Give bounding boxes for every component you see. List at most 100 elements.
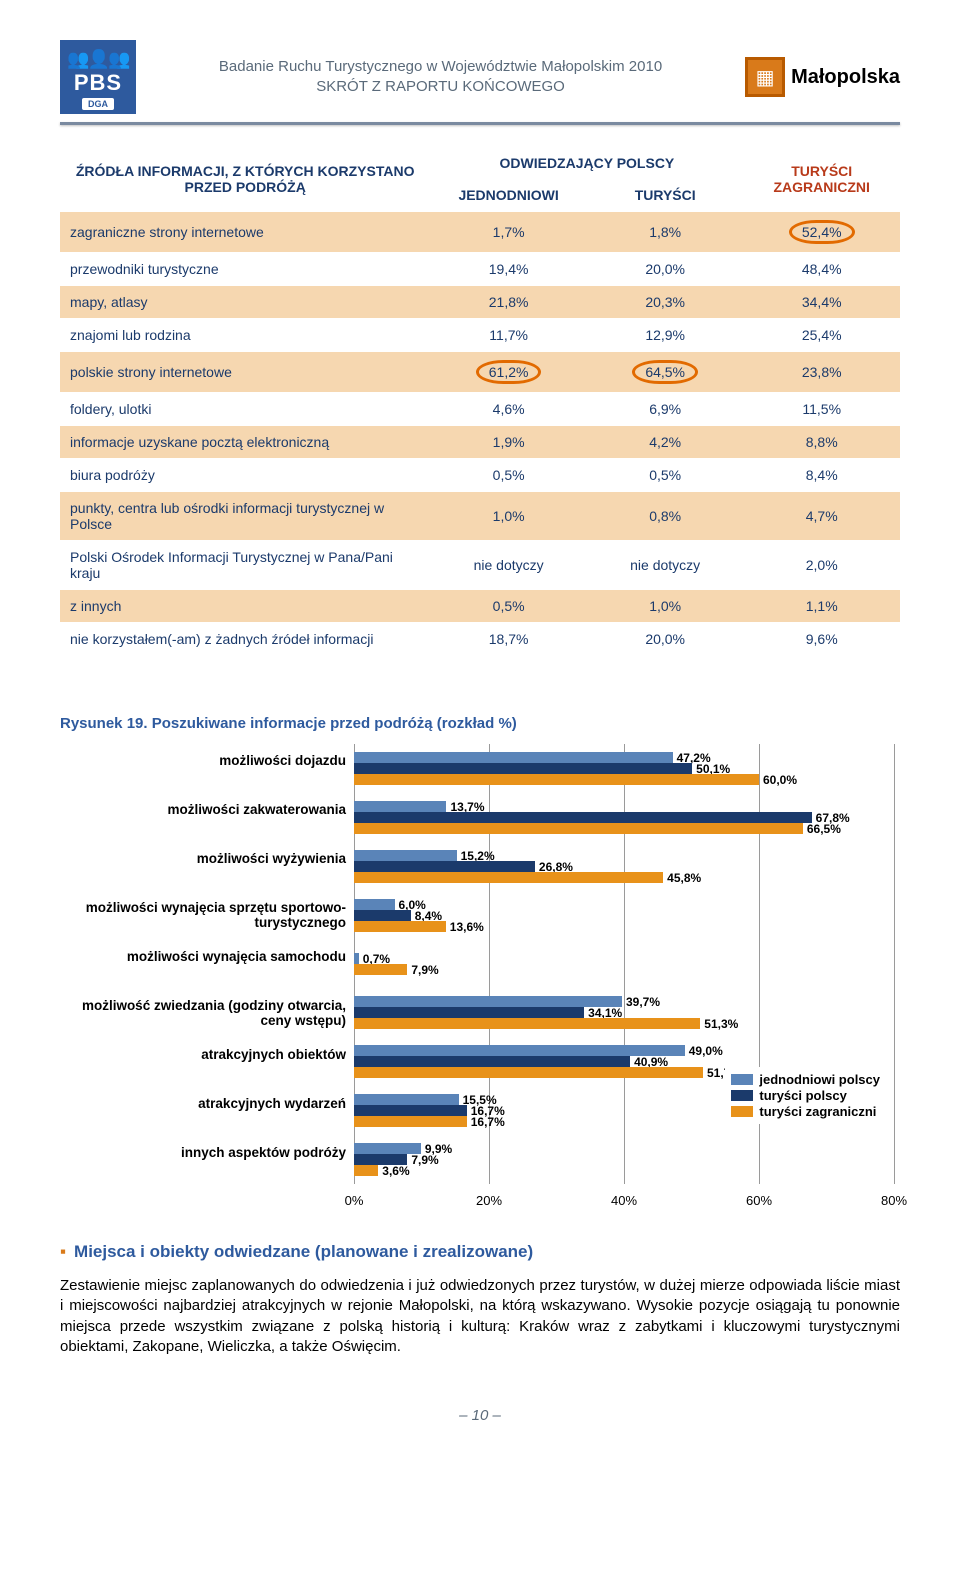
row-label: zagraniczne strony internetowe xyxy=(60,212,430,253)
table-row: przewodniki turystyczne19,4%20,0%48,4% xyxy=(60,253,900,286)
row-value: 8,4% xyxy=(743,459,900,492)
row-label: przewodniki turystyczne xyxy=(60,253,430,286)
category-label: możliwości zakwaterowania xyxy=(64,803,346,818)
bar-value-label: 7,9% xyxy=(411,1153,438,1167)
bar xyxy=(354,801,446,812)
legend-label: turyści polscy xyxy=(759,1088,846,1103)
bar xyxy=(354,1067,703,1078)
bar xyxy=(354,1116,467,1127)
table-row: biura podróży0,5%0,5%8,4% xyxy=(60,459,900,492)
row-value: 1,1% xyxy=(743,590,900,623)
bar-value-label: 66,5% xyxy=(807,822,841,836)
header-title: Badanie Ruchu Turystycznego w Województw… xyxy=(150,57,731,98)
row-value: 20,0% xyxy=(587,253,744,286)
dga-badge: DGA xyxy=(82,98,114,110)
bar-value-label: 3,6% xyxy=(382,1164,409,1178)
bar xyxy=(354,1105,467,1116)
bar xyxy=(354,752,673,763)
table-row: Polski Ośrodek Informacji Turystycznej w… xyxy=(60,541,900,590)
th-polish-visitors: ODWIEDZAJĄCY POLSCY xyxy=(430,147,743,179)
section-heading: ▪Miejsca i obiekty odwiedzane (planowane… xyxy=(60,1242,900,1262)
row-value: nie dotyczy xyxy=(587,541,744,590)
x-tick-label: 60% xyxy=(746,1193,772,1208)
row-value: 21,8% xyxy=(430,286,587,319)
table-row: informacje uzyskane pocztą elektroniczną… xyxy=(60,426,900,459)
category-label: atrakcyjnych wydarzeń xyxy=(64,1097,346,1112)
row-label: mapy, atlasy xyxy=(60,286,430,319)
gridline xyxy=(894,744,895,1184)
row-value: 12,9% xyxy=(587,319,744,352)
row-value: 0,5% xyxy=(430,590,587,623)
row-value: nie dotyczy xyxy=(430,541,587,590)
table-row: zagraniczne strony internetowe1,7%1,8%52… xyxy=(60,212,900,253)
bar xyxy=(354,850,457,861)
bar xyxy=(354,953,359,964)
header-line-2: SKRÓT Z RAPORTU KOŃCOWEGO xyxy=(150,77,731,97)
row-value: 0,5% xyxy=(587,459,744,492)
row-value: 20,3% xyxy=(587,286,744,319)
row-value: 18,7% xyxy=(430,623,587,656)
row-label: z innych xyxy=(60,590,430,623)
legend-item: jednodniowi polscy xyxy=(731,1072,880,1087)
row-label: foldery, ulotki xyxy=(60,393,430,426)
bar xyxy=(354,964,407,975)
body-paragraph: Zestawienie miejsc zaplanowanych do odwi… xyxy=(60,1276,900,1357)
chart-legend: jednodniowi polscyturyści polscyturyści … xyxy=(725,1067,886,1124)
table-row: foldery, ulotki4,6%6,9%11,5% xyxy=(60,393,900,426)
category-label: atrakcyjnych obiektów xyxy=(64,1048,346,1063)
bar xyxy=(354,861,535,872)
bar-value-label: 49,0% xyxy=(689,1044,723,1058)
row-value: 0,5% xyxy=(430,459,587,492)
row-label: znajomi lub rodzina xyxy=(60,319,430,352)
category-label: możliwości wynajęcia sprzętu sportowo-tu… xyxy=(64,901,346,931)
row-value: 20,0% xyxy=(587,623,744,656)
bar-value-label: 13,6% xyxy=(450,920,484,934)
category-label: innych aspektów podróży xyxy=(64,1146,346,1161)
table-row: nie korzystałem(-am) z żadnych źródeł in… xyxy=(60,623,900,656)
table-row: z innych0,5%1,0%1,1% xyxy=(60,590,900,623)
row-value: 19,4% xyxy=(430,253,587,286)
bar xyxy=(354,910,411,921)
row-value: 11,5% xyxy=(743,393,900,426)
row-value: 1,7% xyxy=(430,212,587,253)
legend-item: turyści polscy xyxy=(731,1088,880,1103)
row-value: 2,0% xyxy=(743,541,900,590)
row-value: 1,9% xyxy=(430,426,587,459)
table-row: mapy, atlasy21,8%20,3%34,4% xyxy=(60,286,900,319)
row-value: 4,7% xyxy=(743,492,900,541)
row-label: Polski Ośrodek Informacji Turystycznej w… xyxy=(60,541,430,590)
gridline xyxy=(624,744,625,1184)
bar-value-label: 45,8% xyxy=(667,871,701,885)
bar xyxy=(354,1094,459,1105)
header-line-1: Badanie Ruchu Turystycznego w Województw… xyxy=(150,57,731,77)
legend-label: turyści zagraniczni xyxy=(759,1104,876,1119)
legend-label: jednodniowi polscy xyxy=(759,1072,880,1087)
bar-value-label: 7,9% xyxy=(411,963,438,977)
row-value: 52,4% xyxy=(743,212,900,253)
page-footer: – 10 – xyxy=(60,1407,900,1424)
info-sources-table: ŹRÓDŁA INFORMACJI, Z KTÓRYCH KORZYSTANO … xyxy=(60,147,900,655)
x-tick-label: 0% xyxy=(345,1193,364,1208)
figure-caption: Rysunek 19. Poszukiwane informacje przed… xyxy=(60,715,900,732)
table-row: punkty, centra lub ośrodki informacji tu… xyxy=(60,492,900,541)
bar xyxy=(354,823,803,834)
th-foreign-tourists: TURYŚCI ZAGRANICZNI xyxy=(743,147,900,212)
x-tick-label: 80% xyxy=(881,1193,907,1208)
row-value: 23,8% xyxy=(743,352,900,393)
bar xyxy=(354,1018,700,1029)
malopolska-text: Małopolska xyxy=(791,66,900,89)
page-header: 👥👤👥 PBS DGA Badanie Ruchu Turystycznego … xyxy=(60,40,900,114)
row-value: 9,6% xyxy=(743,623,900,656)
row-value: 48,4% xyxy=(743,253,900,286)
bar-chart: 47,2%50,1%60,0%13,7%67,8%66,5%15,2%26,8%… xyxy=(64,744,894,1214)
row-value: 6,9% xyxy=(587,393,744,426)
bar-value-label: 16,7% xyxy=(471,1115,505,1129)
table-row: polskie strony internetowe61,2%64,5%23,8… xyxy=(60,352,900,393)
row-label: biura podróży xyxy=(60,459,430,492)
malopolska-icon: ▦ xyxy=(745,57,785,97)
highlight-circle: 52,4% xyxy=(789,220,855,244)
bar xyxy=(354,1007,584,1018)
row-value: 25,4% xyxy=(743,319,900,352)
chart-x-axis: 0%20%40%60%80% xyxy=(354,1186,894,1214)
bar-value-label: 39,7% xyxy=(626,995,660,1009)
